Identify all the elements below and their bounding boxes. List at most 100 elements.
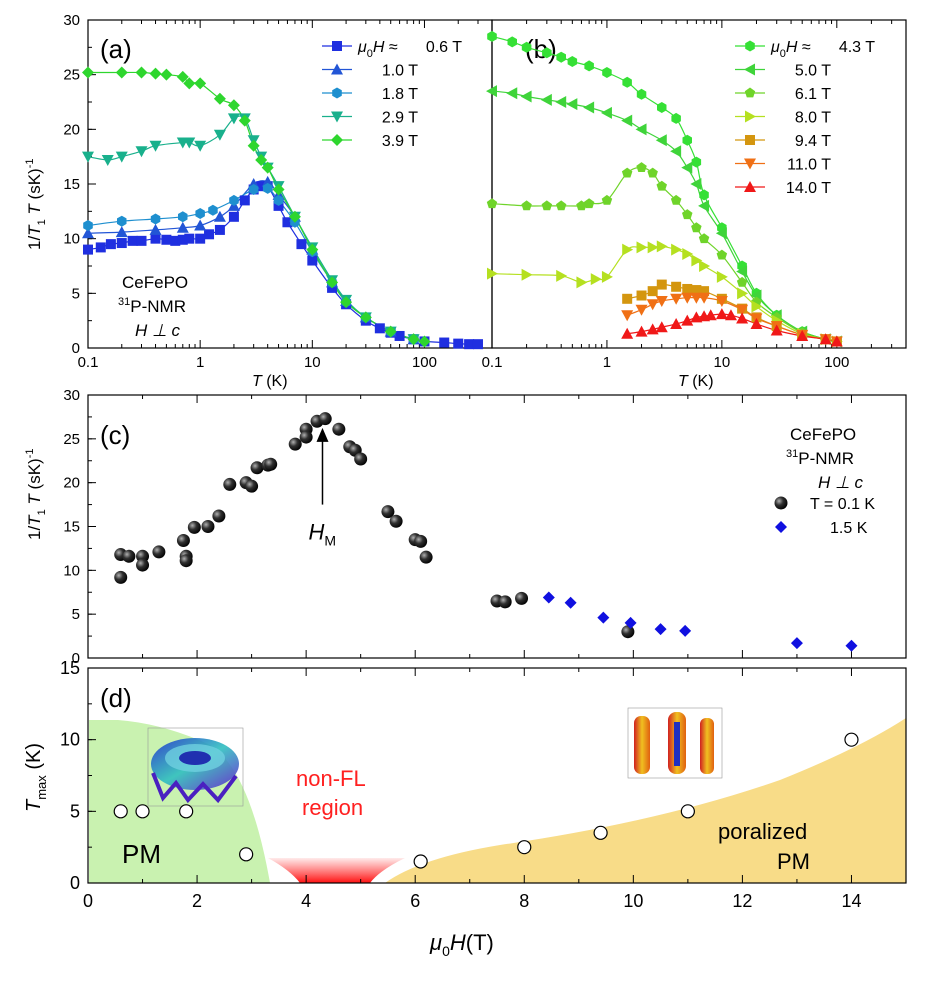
- arrow-head: [316, 427, 329, 442]
- y-tick-label: 10: [60, 730, 80, 750]
- data-point: [354, 452, 368, 466]
- data-point: [691, 285, 702, 296]
- data-point: [646, 299, 659, 311]
- y-tick-label: 10: [63, 231, 80, 248]
- data-point: [737, 287, 749, 300]
- x-tick-label: 10: [304, 354, 321, 371]
- data-point: [622, 293, 633, 304]
- data-point: [261, 175, 274, 187]
- data-point: [655, 295, 668, 307]
- data-point: [671, 112, 681, 124]
- data-point: [751, 300, 763, 313]
- data-point: [736, 312, 749, 324]
- data-point: [845, 639, 858, 652]
- legend-marker: [775, 521, 787, 533]
- legend-entry: 5.0 T: [795, 63, 831, 80]
- fermi-surface-inset-pm: [147, 727, 244, 807]
- data-point: [647, 286, 658, 297]
- data-point: [453, 338, 464, 349]
- data-point: [150, 233, 161, 244]
- data-point: [464, 339, 475, 350]
- legend-marker: [744, 63, 755, 76]
- data-point: [690, 178, 702, 190]
- series-line-2-9-T: [87, 115, 414, 340]
- data-point: [187, 520, 201, 534]
- legend-marker: [744, 87, 756, 98]
- panel-d-label: (d): [100, 683, 132, 713]
- fermi-surface-inset-polarized: [627, 707, 723, 779]
- panel-a-x-ticks: 0.1 1 10 100: [78, 20, 493, 371]
- data-point: [195, 208, 205, 219]
- x-tick-label: 1: [196, 354, 204, 371]
- data-point: [374, 323, 385, 334]
- data-point: [282, 217, 293, 228]
- data-point: [152, 545, 166, 559]
- data-point: [439, 337, 450, 348]
- data-point: [715, 308, 728, 320]
- data-point: [670, 194, 682, 205]
- non-fl-region: [268, 858, 405, 883]
- data-point: [681, 161, 693, 174]
- data-point: [564, 596, 577, 609]
- data-point: [621, 114, 633, 127]
- data-point: [636, 162, 647, 172]
- data-point: [655, 321, 668, 333]
- data-point: [698, 292, 711, 304]
- data-point: [507, 36, 517, 48]
- data-point: [414, 534, 428, 548]
- panel-c-ylabel: 1/T1 T (sK)-1: [24, 449, 48, 541]
- x-tick-label: 100: [412, 354, 437, 371]
- data-point: [116, 238, 127, 249]
- data-point: [178, 211, 188, 223]
- y-tick-label: 5: [70, 801, 80, 821]
- data-point: [682, 209, 693, 220]
- panel-a-ylabel: 1/T1 T (sK)-1: [24, 159, 48, 251]
- panel-a-annot-sample: CeFePO: [122, 273, 188, 292]
- data-point: [149, 140, 162, 152]
- x-tick-label: 4: [301, 891, 311, 911]
- data-point: [228, 211, 239, 222]
- data-point: [621, 327, 634, 339]
- y-tick-label: 0: [70, 873, 80, 893]
- data-point: [318, 412, 332, 426]
- data-point: [306, 243, 319, 256]
- data-point: [261, 161, 274, 174]
- legend-marker: [745, 110, 756, 123]
- data-point: [332, 422, 346, 436]
- data-point: [245, 479, 259, 493]
- y-tick-label: 30: [63, 387, 80, 404]
- data-point: [698, 233, 710, 244]
- data-point: [670, 317, 683, 329]
- polarized-pm-region: [385, 718, 906, 883]
- data-point: [183, 77, 196, 90]
- data-point: [105, 239, 116, 250]
- data-point: [750, 317, 763, 329]
- data-point: [622, 243, 634, 256]
- legend-marker: [331, 111, 343, 123]
- data-point: [521, 41, 532, 53]
- data-point: [472, 339, 483, 350]
- panel-c-legend: T = 0.1 K 1.5 K: [774, 496, 875, 537]
- data-point: [487, 267, 498, 280]
- polarized-label-1: poralized: [718, 819, 807, 844]
- x-tick-label: 1: [603, 354, 611, 371]
- data-point: [384, 325, 397, 338]
- legend-marker: [744, 158, 756, 170]
- panel-c-label: (c): [100, 420, 130, 450]
- data-point: [647, 241, 659, 254]
- data-point: [177, 234, 188, 245]
- data-point: [238, 114, 251, 127]
- data-point: [135, 146, 148, 158]
- data-point: [213, 129, 226, 141]
- tmax-point: [517, 840, 532, 855]
- data-point: [135, 66, 148, 79]
- data-point: [115, 151, 128, 163]
- data-point: [656, 180, 667, 191]
- data-point: [307, 255, 318, 266]
- data-point: [195, 233, 206, 244]
- data-point: [691, 222, 702, 233]
- data-point: [736, 276, 748, 287]
- legend-marker: [331, 134, 343, 146]
- data-point: [82, 66, 94, 79]
